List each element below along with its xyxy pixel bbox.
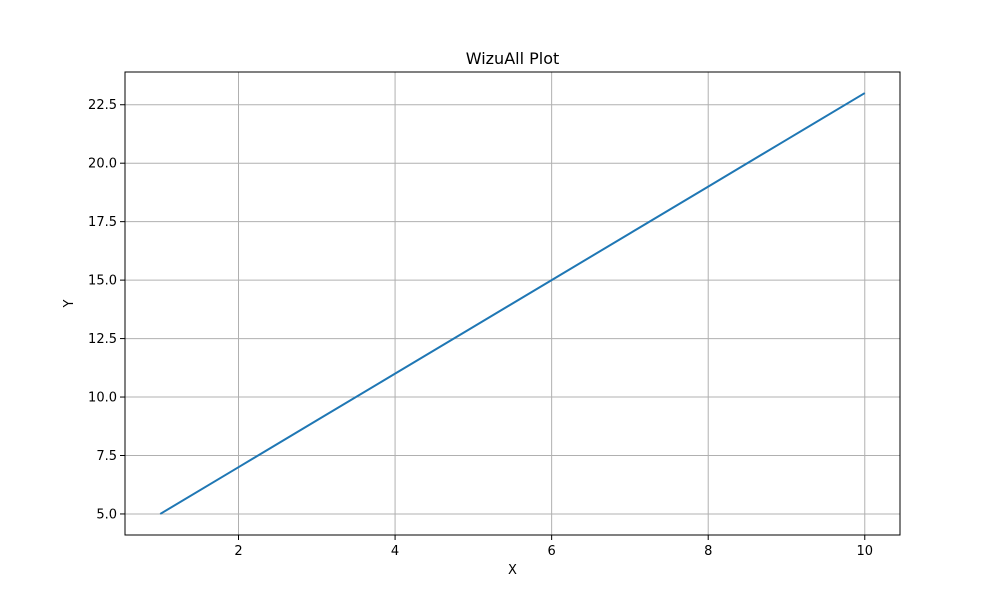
x-tick-label: 4 — [391, 544, 399, 559]
series-layer — [159, 92, 866, 515]
y-tick-label: 12.5 — [88, 332, 117, 347]
x-tick-label: 6 — [548, 544, 556, 559]
axis-ticks: 2 4 6 8 10 5.0 7.5 10.0 12.5 15.0 17.5 20.0 22.5 — [88, 98, 873, 559]
x-tick-label: 8 — [704, 544, 712, 559]
y-axis-label: Y — [62, 299, 77, 308]
chart-title: WizuAll Plot — [466, 49, 560, 68]
series-line — [159, 92, 866, 515]
y-tick-label: 20.0 — [88, 157, 117, 172]
x-tick-label: 10 — [856, 544, 873, 559]
axes-frame — [124, 71, 901, 536]
grid-lines — [125, 72, 900, 535]
y-tick-label: 5.0 — [96, 507, 117, 522]
x-axis-label: X — [508, 563, 517, 578]
y-tick-label: 22.5 — [88, 98, 117, 113]
y-tick-label: 7.5 — [96, 449, 117, 464]
x-tick-label: 2 — [234, 544, 242, 559]
y-tick-label: 10.0 — [88, 391, 117, 406]
y-tick-label: 17.5 — [88, 215, 117, 230]
y-tick-label: 15.0 — [88, 274, 117, 289]
